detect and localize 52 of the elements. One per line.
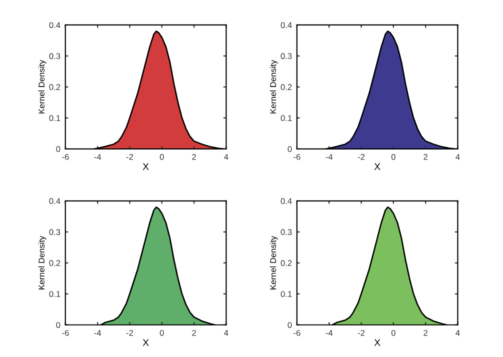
y-tick-label: 0.1	[49, 291, 60, 297]
x-tick-label: -4	[94, 330, 102, 336]
x-tick-label: -2	[358, 330, 365, 336]
x-tick-label: 2	[192, 330, 196, 336]
y-tick-label: 0	[288, 322, 292, 328]
x-tick-label: 0	[160, 330, 164, 336]
y-tick-label: 0.1	[280, 291, 292, 297]
x-axis-title: X	[374, 163, 380, 170]
y-tick-label: 0.4	[49, 198, 60, 204]
x-tick-label: 0	[391, 330, 396, 336]
x-tick-label: -4	[326, 154, 333, 160]
y-tick-label: 0.3	[49, 53, 60, 60]
y-tick-label: 0.1	[49, 115, 60, 122]
x-tick-label: 4	[456, 330, 460, 336]
x-tick-label: 0	[391, 154, 396, 160]
y-axis-title: Kernel Density	[38, 236, 46, 290]
y-tick-label: 0.4	[280, 22, 292, 28]
y-tick-label: 0.2	[280, 84, 292, 90]
y-axis-title: Kernel Density	[270, 236, 278, 290]
x-axis-title: X	[374, 339, 380, 346]
x-tick-label: -6	[294, 154, 300, 160]
y-axis-title: Kernel Density	[38, 60, 46, 114]
x-tick-label: -6	[62, 154, 69, 160]
x-tick-label: -4	[94, 154, 102, 160]
y-tick-label: 0.3	[49, 229, 60, 236]
x-tick-label: 4	[456, 154, 460, 160]
y-tick-label: 0	[288, 146, 292, 152]
y-tick-label: 0.2	[49, 260, 60, 266]
y-tick-label: 0.2	[49, 84, 60, 90]
x-tick-label: -6	[294, 330, 300, 336]
y-tick-label: 0.3	[280, 229, 292, 236]
y-tick-label: 0.2	[280, 260, 292, 266]
y-tick-label: 0	[56, 146, 60, 152]
x-axis-title: X	[142, 339, 149, 346]
x-tick-label: 4	[224, 154, 228, 160]
y-tick-label: 0.4	[280, 198, 292, 204]
y-tick-label: 0.1	[280, 115, 292, 122]
y-tick-label: 0	[56, 322, 60, 328]
x-tick-label: -6	[62, 330, 69, 336]
x-tick-label: 4	[224, 330, 228, 336]
x-tick-label: 2	[424, 330, 428, 336]
x-tick-label: 2	[424, 154, 428, 160]
x-tick-label: 2	[192, 154, 196, 160]
x-tick-label: 0	[160, 154, 164, 160]
x-tick-label: -2	[126, 154, 133, 160]
y-tick-label: 0.3	[280, 53, 292, 60]
x-axis-title: X	[142, 163, 149, 170]
y-tick-label: 0.4	[49, 22, 60, 28]
y-axis-title: Kernel Density	[270, 60, 278, 114]
x-tick-label: -4	[326, 330, 333, 336]
x-tick-label: -2	[358, 154, 365, 160]
x-tick-label: -2	[126, 330, 133, 336]
